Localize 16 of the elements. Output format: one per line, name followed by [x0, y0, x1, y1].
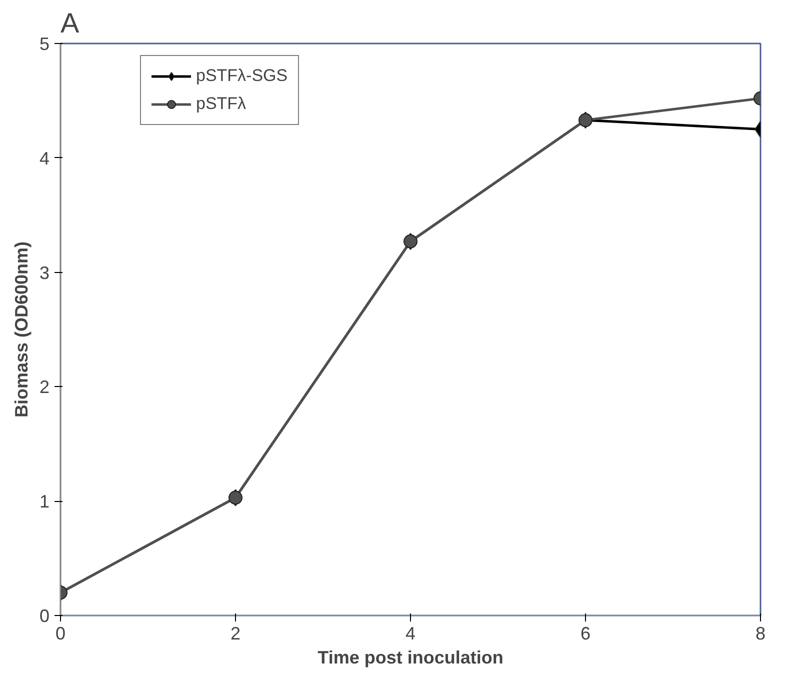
legend-label: pSTFλ-SGS [196, 66, 288, 86]
x-tick-label: 4 [405, 624, 416, 644]
x-tick-label: 2 [230, 624, 241, 644]
x-tick-label: 0 [55, 624, 66, 644]
x-tick-label: 8 [755, 624, 766, 644]
x-tick-label: 6 [580, 624, 591, 644]
y-axis-title: Biomass (OD600nm) [11, 241, 32, 418]
y-tick-label: 3 [39, 262, 50, 283]
x-axis-title: Time post inoculation [318, 648, 504, 668]
chart-title: A [60, 8, 80, 38]
y-tick-label: 5 [39, 34, 50, 54]
y-tick-label: 1 [39, 492, 50, 512]
y-tick-label: 0 [39, 606, 50, 626]
legend-label: pSTFλ [196, 94, 246, 114]
y-tick-label: 2 [39, 377, 50, 398]
y-tick-label: 4 [39, 148, 50, 168]
